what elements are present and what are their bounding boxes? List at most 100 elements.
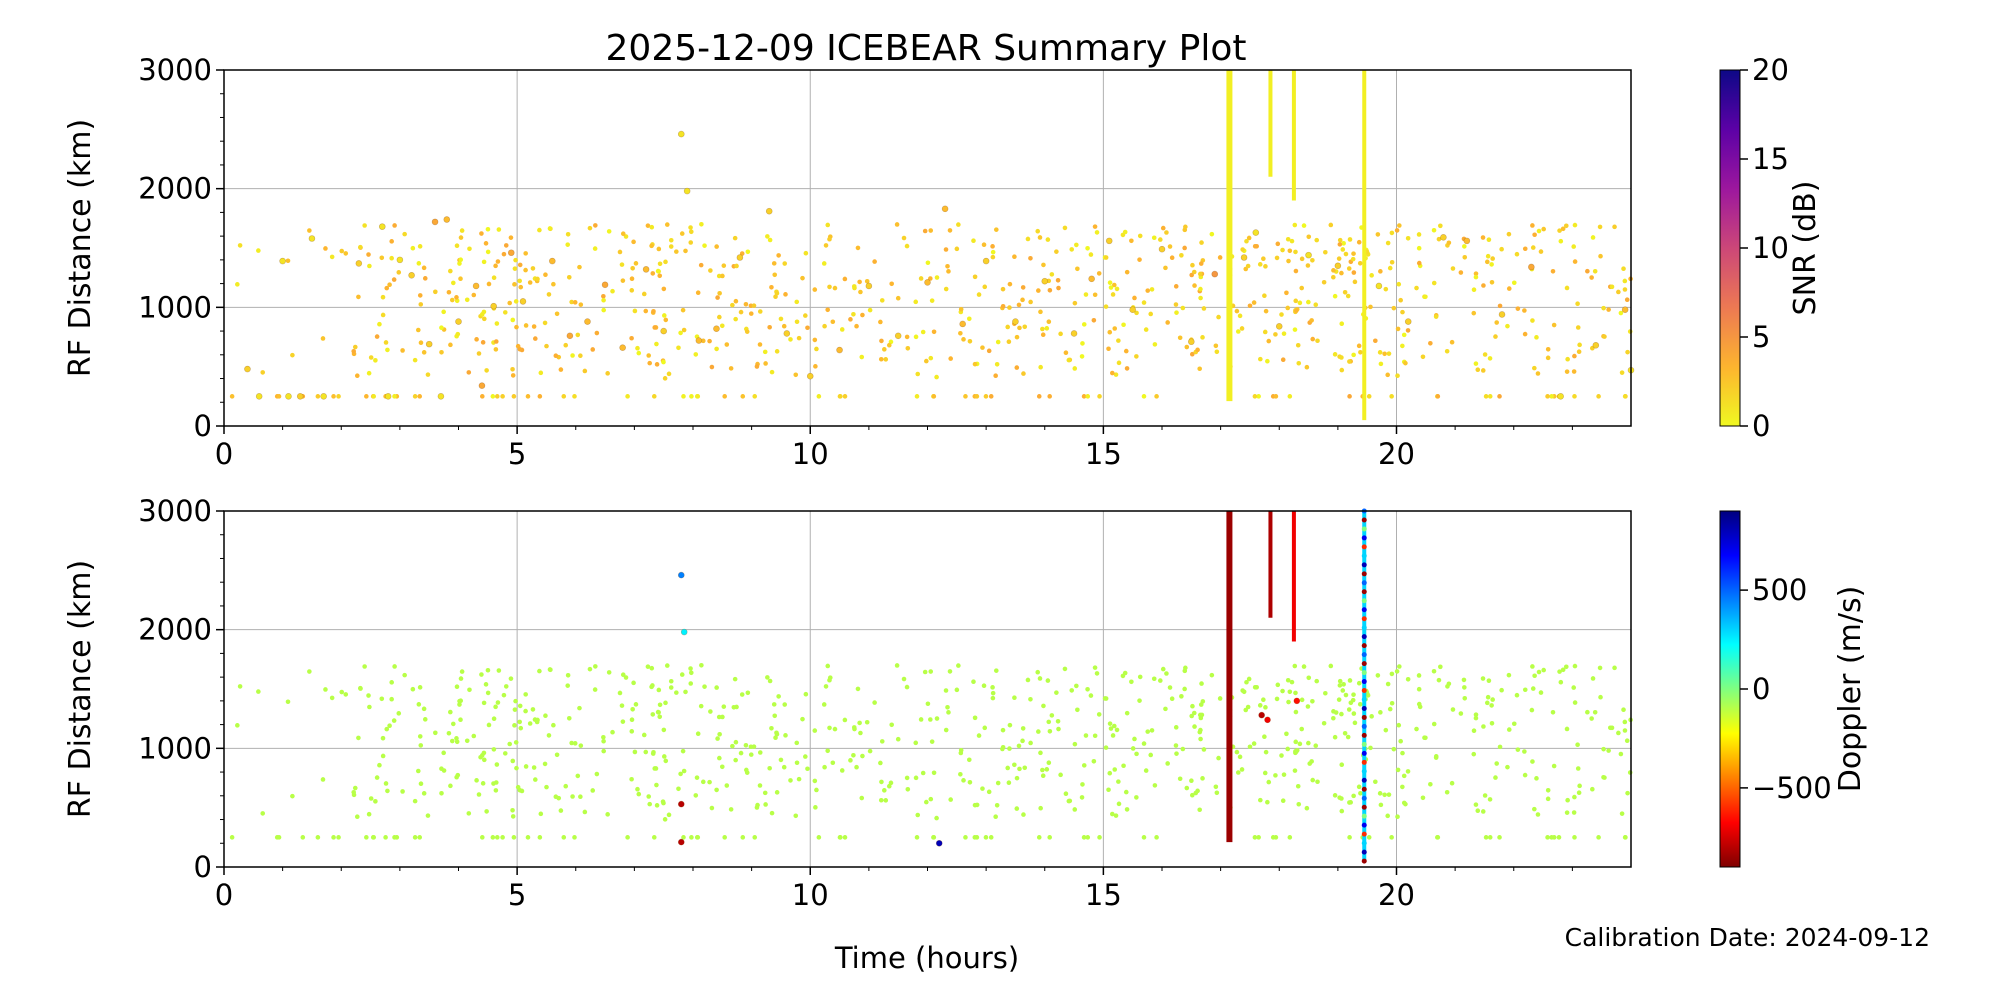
scatter-point bbox=[1366, 394, 1372, 399]
scatter-point bbox=[1109, 811, 1115, 817]
scatter-point bbox=[1275, 682, 1281, 688]
scatter-point bbox=[1301, 664, 1307, 669]
scatter-point bbox=[1396, 722, 1402, 728]
scatter-point bbox=[425, 372, 431, 377]
scatter-point bbox=[354, 373, 360, 379]
scatter-point bbox=[1627, 329, 1633, 334]
scatter-point bbox=[590, 347, 596, 352]
scatter-point bbox=[699, 221, 704, 227]
scatter-point bbox=[1431, 227, 1437, 233]
scatter-point bbox=[493, 263, 498, 269]
scatter-point bbox=[1575, 766, 1581, 771]
scatter-point bbox=[1134, 751, 1139, 757]
scatter-point bbox=[495, 700, 501, 705]
scatter-point bbox=[1163, 265, 1168, 271]
scatter-point bbox=[1177, 776, 1183, 782]
scatter-point bbox=[1398, 738, 1403, 744]
scatter-point bbox=[1383, 727, 1389, 733]
scatter-point bbox=[1036, 288, 1041, 293]
scatter-point bbox=[570, 353, 575, 358]
scatter-point bbox=[963, 394, 968, 399]
scatter-point bbox=[1062, 225, 1068, 231]
scatter-point bbox=[1564, 369, 1570, 374]
scatter-point bbox=[744, 770, 750, 775]
scatter-point bbox=[796, 776, 802, 782]
scatter-point bbox=[351, 789, 356, 795]
scatter-point bbox=[1245, 704, 1251, 710]
scatter-point bbox=[535, 717, 540, 723]
scatter-point bbox=[415, 768, 421, 774]
scatter-point bbox=[1189, 351, 1195, 357]
scatter-point bbox=[454, 295, 459, 300]
scatter-point bbox=[514, 324, 519, 330]
scatter-point bbox=[389, 680, 394, 685]
scatter-point bbox=[1589, 275, 1594, 280]
scatter-point bbox=[1339, 270, 1344, 276]
scatter-point bbox=[543, 272, 548, 277]
scatter-point bbox=[1183, 665, 1188, 671]
scatter-point bbox=[1213, 784, 1219, 790]
snr-cbtick-label-15: 15 bbox=[1752, 142, 1789, 176]
scatter-point bbox=[1197, 366, 1202, 372]
scatter-point bbox=[1141, 835, 1147, 840]
scatter-point bbox=[547, 226, 553, 231]
scatter-point bbox=[668, 244, 674, 249]
scatter-point bbox=[501, 692, 507, 698]
scatter-point bbox=[1347, 835, 1352, 840]
scatter-point bbox=[1292, 663, 1298, 669]
scatter-point bbox=[446, 289, 452, 295]
scatter-point bbox=[1266, 338, 1272, 344]
scatter-point bbox=[1575, 742, 1580, 747]
snr-xtick-label-10: 10 bbox=[792, 437, 829, 471]
scatter-point bbox=[683, 689, 688, 695]
scatter-point bbox=[371, 394, 377, 399]
scatter-point bbox=[575, 332, 581, 338]
scatter-point bbox=[1007, 305, 1012, 310]
scatter-point bbox=[451, 721, 456, 727]
scatter-point bbox=[928, 355, 934, 361]
doppler-y-axis-label: RF Distance (km) bbox=[63, 560, 98, 818]
scatter-point bbox=[1037, 676, 1043, 681]
scatter-point bbox=[830, 760, 836, 766]
scatter-point bbox=[693, 793, 699, 798]
scatter-point bbox=[1382, 351, 1387, 357]
scatter-point bbox=[1624, 297, 1630, 302]
scatter-point bbox=[943, 688, 949, 693]
scatter-point bbox=[1137, 233, 1143, 239]
scatter-point bbox=[859, 795, 865, 801]
scatter-point bbox=[1572, 794, 1577, 800]
scatter-point bbox=[651, 749, 656, 755]
streak-point bbox=[1361, 553, 1367, 559]
scatter-point bbox=[980, 786, 985, 791]
scatter-point bbox=[392, 835, 397, 840]
scatter-point bbox=[1251, 300, 1257, 305]
scatter-point bbox=[1046, 719, 1052, 725]
scatter-point bbox=[1281, 772, 1287, 777]
scatter-point bbox=[1473, 361, 1479, 366]
scatter-point bbox=[1597, 665, 1603, 671]
scatter-point bbox=[993, 814, 998, 820]
scatter-point bbox=[720, 714, 725, 720]
scatter-point bbox=[629, 776, 634, 782]
scatter-point bbox=[1122, 229, 1128, 235]
data-point bbox=[1305, 251, 1312, 259]
scatter-point bbox=[1246, 676, 1252, 682]
data-point bbox=[1012, 318, 1019, 325]
scatter-point bbox=[1195, 347, 1200, 353]
scatter-point bbox=[678, 771, 683, 777]
scatter-point bbox=[980, 345, 985, 350]
scatter-point bbox=[645, 223, 651, 228]
scatter-point bbox=[417, 734, 423, 739]
scatter-point bbox=[794, 740, 800, 746]
scatter-point bbox=[994, 802, 1000, 808]
scatter-point bbox=[517, 346, 523, 352]
snr-xtick-label-15: 15 bbox=[1085, 437, 1122, 471]
scatter-point bbox=[1160, 666, 1166, 672]
scatter-point bbox=[974, 835, 980, 840]
scatter-point bbox=[1137, 257, 1142, 262]
scatter-point bbox=[1522, 308, 1527, 313]
data-point bbox=[490, 302, 497, 310]
data-point bbox=[548, 257, 556, 265]
